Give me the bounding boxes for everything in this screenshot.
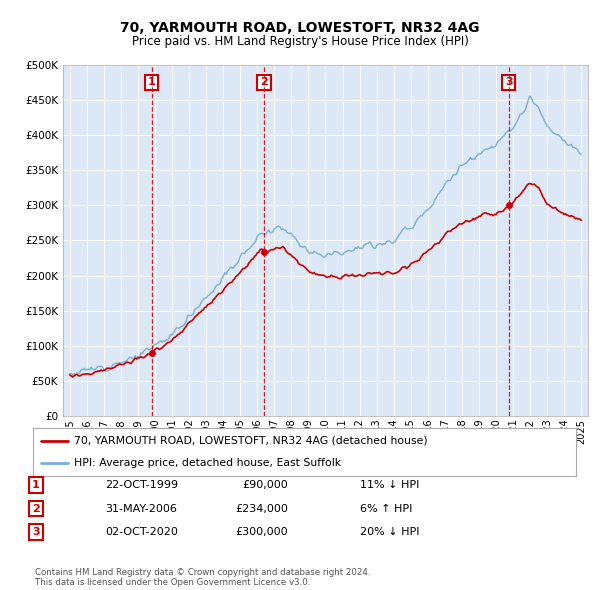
Text: 22-OCT-1999: 22-OCT-1999: [105, 480, 178, 490]
Text: 3: 3: [32, 527, 40, 537]
Text: £234,000: £234,000: [235, 504, 288, 513]
Text: 02-OCT-2020: 02-OCT-2020: [105, 527, 178, 537]
Text: 2: 2: [260, 77, 268, 87]
Text: 11% ↓ HPI: 11% ↓ HPI: [360, 480, 419, 490]
Text: 70, YARMOUTH ROAD, LOWESTOFT, NR32 4AG (detached house): 70, YARMOUTH ROAD, LOWESTOFT, NR32 4AG (…: [74, 436, 427, 446]
Text: 6% ↑ HPI: 6% ↑ HPI: [360, 504, 412, 513]
Text: 2: 2: [32, 504, 40, 513]
Text: 31-MAY-2006: 31-MAY-2006: [105, 504, 177, 513]
Text: 1: 1: [32, 480, 40, 490]
Text: 20% ↓ HPI: 20% ↓ HPI: [360, 527, 419, 537]
Text: 1: 1: [148, 77, 155, 87]
Text: This data is licensed under the Open Government Licence v3.0.: This data is licensed under the Open Gov…: [35, 578, 310, 588]
Text: £300,000: £300,000: [235, 527, 288, 537]
Text: 70, YARMOUTH ROAD, LOWESTOFT, NR32 4AG: 70, YARMOUTH ROAD, LOWESTOFT, NR32 4AG: [120, 21, 480, 35]
Text: HPI: Average price, detached house, East Suffolk: HPI: Average price, detached house, East…: [74, 458, 341, 468]
Text: 3: 3: [505, 77, 512, 87]
Text: Contains HM Land Registry data © Crown copyright and database right 2024.: Contains HM Land Registry data © Crown c…: [35, 568, 370, 577]
Text: Price paid vs. HM Land Registry's House Price Index (HPI): Price paid vs. HM Land Registry's House …: [131, 35, 469, 48]
Text: £90,000: £90,000: [242, 480, 288, 490]
